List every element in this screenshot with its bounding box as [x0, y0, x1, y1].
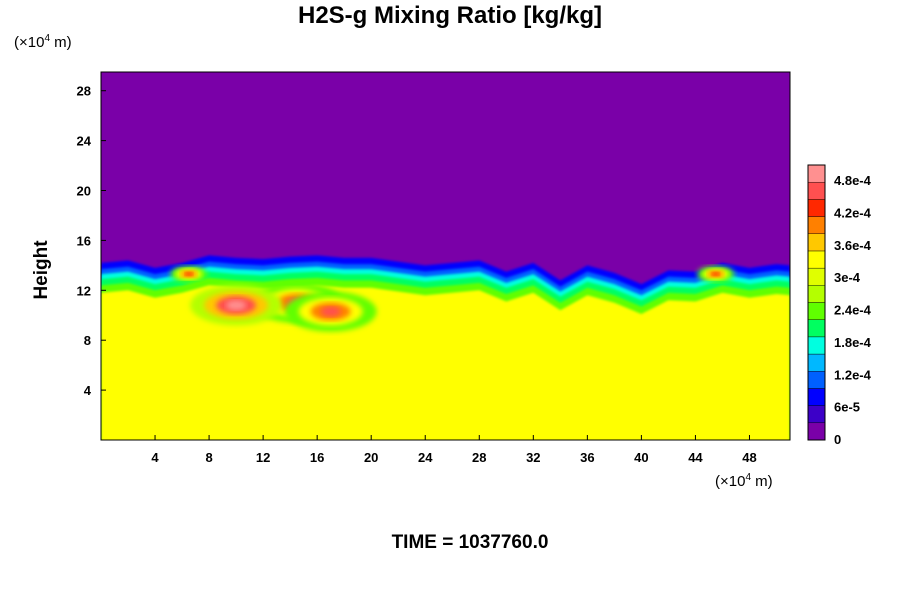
hotspot-1-layer-3 — [226, 300, 247, 311]
x-tick-label: 8 — [205, 450, 212, 465]
colorbar-label: 4.2e-4 — [834, 206, 872, 221]
colorbar-segment — [807, 319, 826, 338]
x-tick-label: 16 — [310, 450, 324, 465]
y-tick-label: 16 — [77, 233, 91, 248]
y-tick-label: 28 — [77, 84, 91, 99]
colorbar-segment — [807, 199, 826, 217]
x-tick-label: 44 — [688, 450, 703, 465]
colorbar-segment — [807, 285, 826, 303]
colorbar: 0 6e-5 1.2e-4 1.8e-4 2.4e-4 3e-4 3.6e-4 4.2e-4 4… — [807, 164, 872, 447]
plot-frame — [100, 71, 791, 441]
hotspot-3-layer-3 — [184, 272, 193, 277]
y-tick-label: 8 — [84, 333, 91, 348]
colorbar-segment — [807, 353, 826, 372]
x-tick-label: 28 — [472, 450, 486, 465]
colorbar-label: 6e-5 — [834, 400, 860, 415]
colorbar-segment — [807, 267, 826, 286]
y-tick-label: 12 — [77, 283, 91, 298]
y-tick-label: 20 — [77, 184, 91, 199]
chart-title: H2S-g Mixing Ratio [kg/kg] — [297, 2, 602, 29]
y-tick-label: 4 — [84, 383, 92, 398]
colorbar-segment — [807, 302, 826, 320]
x-tick-label: 32 — [526, 450, 540, 465]
y-tick-label: 24 — [77, 134, 92, 149]
x-unit-prefix: (×10 — [715, 473, 746, 490]
colorbar-label: 1.2e-4 — [834, 367, 872, 382]
x-axis: 4 8 12 16 20 24 28 32 36 40 44 48 — [151, 435, 757, 465]
colorbar-segment — [807, 164, 826, 183]
y-unit-suffix: m) — [50, 34, 72, 51]
x-tick-label: 40 — [634, 450, 648, 465]
colorbar-label: 2.4e-4 — [834, 303, 872, 318]
x-unit-suffix: m) — [751, 473, 773, 490]
colorbar-label: 4.8e-4 — [834, 173, 872, 188]
colorbar-segment — [807, 422, 826, 441]
colorbar-segment — [807, 250, 826, 269]
colorbar-label: 0 — [834, 432, 841, 447]
colorbar-segment — [807, 181, 826, 200]
colorbar-segment — [807, 388, 826, 406]
colorbar-segment — [807, 371, 826, 389]
x-tick-label: 24 — [418, 450, 433, 465]
colorbar-frame — [807, 164, 826, 441]
colorbar-label: 3e-4 — [834, 270, 861, 285]
x-unit-exponent: 4 — [745, 472, 752, 483]
y-unit-exponent: 4 — [44, 33, 51, 44]
colorbar-segment — [807, 216, 826, 234]
x-tick-label: 48 — [742, 450, 756, 465]
colorbar-segment — [807, 233, 826, 252]
x-tick-label: 20 — [364, 450, 378, 465]
y-axis-unit: (×104 m) — [14, 33, 72, 51]
colorbar-segment — [807, 405, 826, 424]
hotspot-2-layer-3 — [320, 306, 341, 317]
time-label: TIME = 1037760.0 — [391, 532, 549, 553]
lower-region — [101, 285, 790, 440]
hotspot-4-layer-3 — [711, 272, 720, 277]
colorbar-label: 1.8e-4 — [834, 335, 872, 350]
x-tick-label: 4 — [151, 450, 159, 465]
x-axis-unit: (×104 m) — [715, 472, 773, 490]
plot-area — [101, 72, 790, 440]
x-tick-label: 36 — [580, 450, 594, 465]
y-unit-prefix: (×10 — [14, 34, 45, 51]
y-axis: 4 8 12 16 20 24 28 — [77, 84, 106, 398]
colorbar-segment — [807, 336, 826, 355]
x-tick-label: 12 — [256, 450, 270, 465]
colorbar-label: 3.6e-4 — [834, 238, 872, 253]
